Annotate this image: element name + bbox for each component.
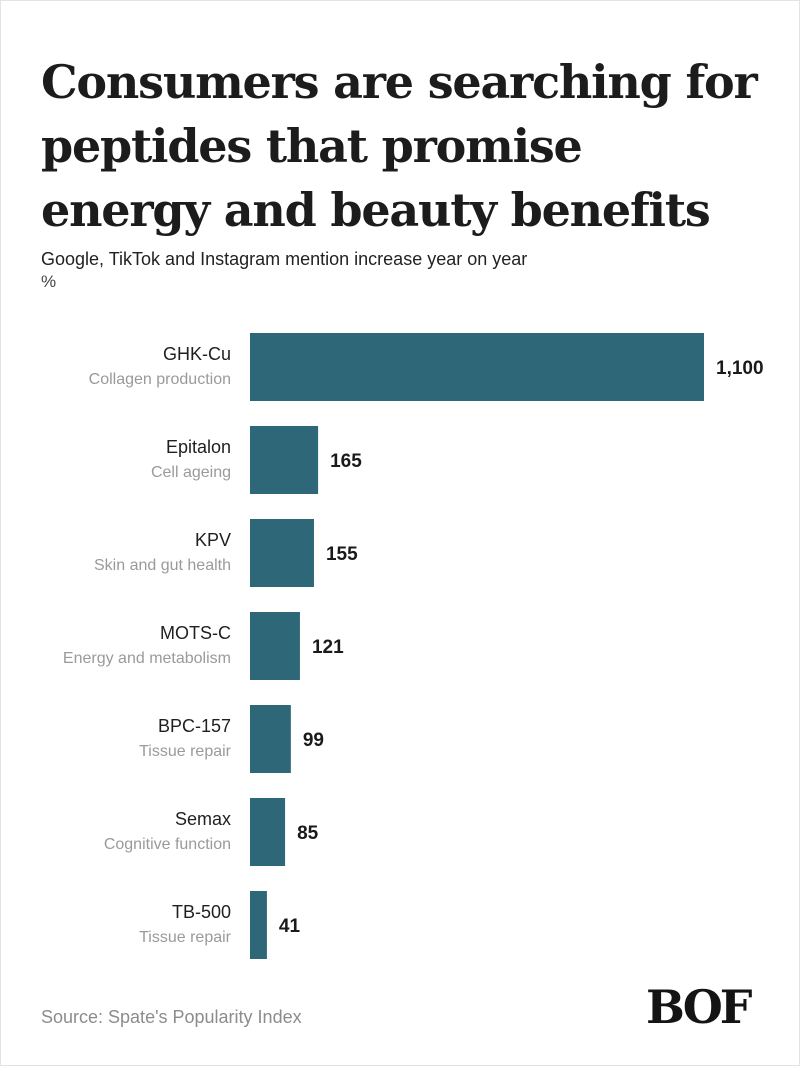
value-label: 85 [297, 823, 319, 844]
category-label: TB-500 [172, 902, 231, 922]
value-label: 41 [279, 916, 301, 937]
bar-mots-c [250, 612, 300, 680]
value-label: 1,100 [716, 358, 764, 379]
category-label: MOTS-C [160, 623, 231, 643]
category-label: Semax [175, 809, 231, 829]
chart-title: Consumers are searching for peptides tha… [41, 55, 758, 237]
category-description: Cognitive function [104, 836, 231, 853]
bar-ghk-cu [250, 333, 704, 401]
category-label: GHK-Cu [163, 344, 231, 364]
category-label: KPV [195, 530, 231, 550]
category-description: Tissue repair [139, 929, 232, 946]
bar-tb-500 [250, 891, 267, 959]
value-label: 165 [330, 451, 362, 472]
category-label: Epitalon [166, 437, 231, 457]
source-note: Source: Spate's Popularity Index [41, 1007, 302, 1027]
bar-kpv [250, 519, 314, 587]
value-label: 99 [303, 730, 324, 751]
unit-label: % [41, 272, 57, 291]
value-label: 121 [312, 637, 344, 658]
bof-logo: BOF [646, 980, 752, 1034]
chart-subtitle: Google, TikTok and Instagram mention inc… [41, 249, 528, 269]
category-label: BPC-157 [158, 716, 231, 736]
value-label: 155 [326, 544, 358, 565]
category-description: Energy and metabolism [63, 650, 231, 667]
bar-bpc-157 [250, 705, 291, 773]
category-description: Collagen production [89, 371, 231, 388]
category-description: Cell ageing [151, 464, 231, 481]
bar-epitalon [250, 426, 319, 494]
bar-semax [250, 798, 286, 866]
category-description: Tissue repair [139, 743, 232, 760]
category-description: Skin and gut health [94, 557, 231, 574]
